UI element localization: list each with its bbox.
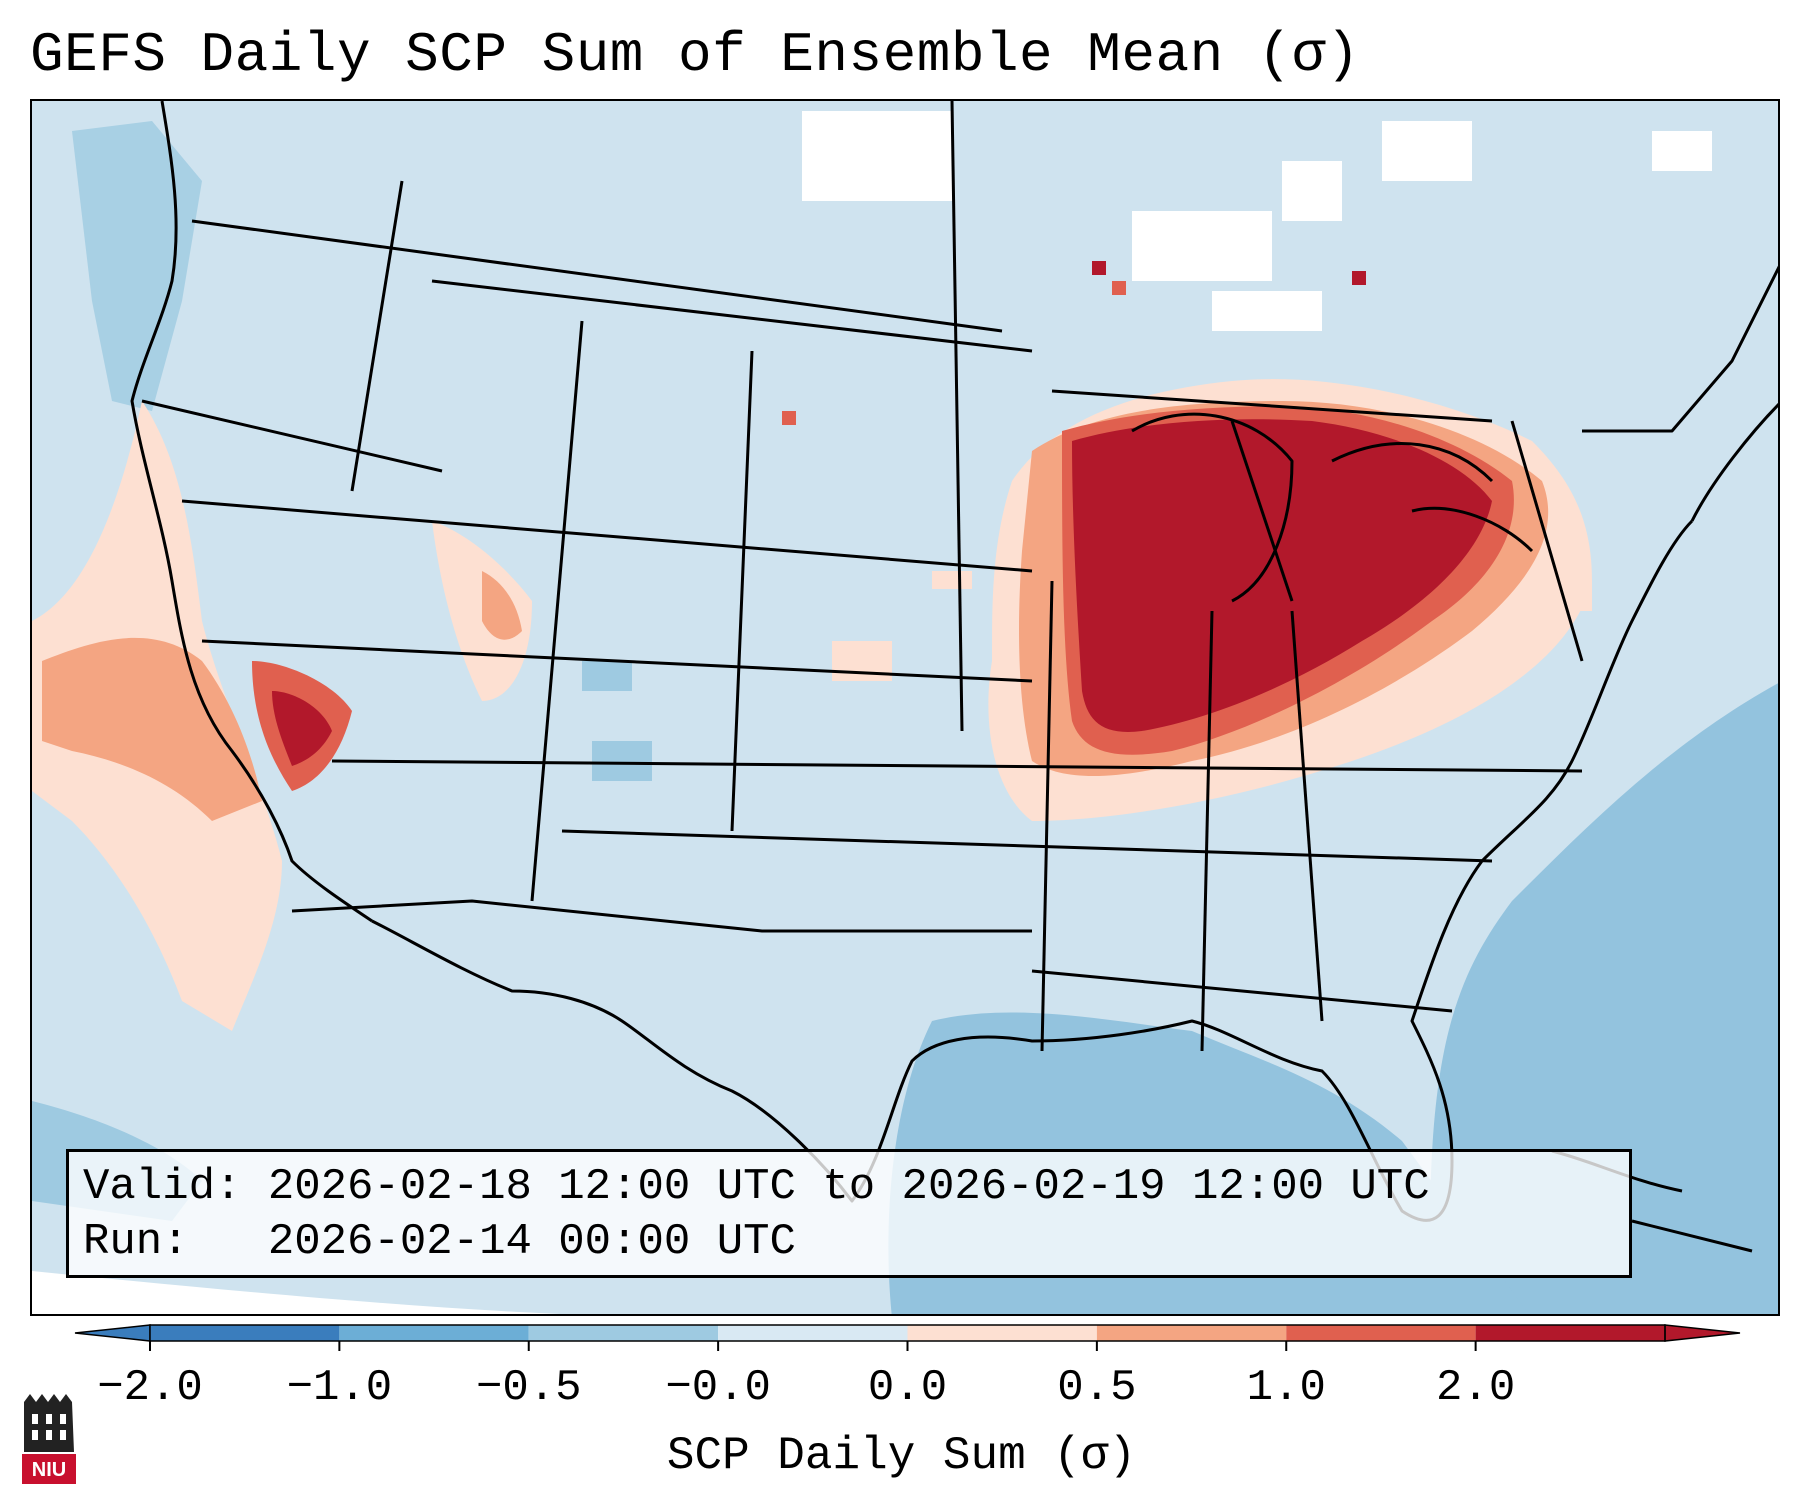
colorbar-segment [907,1325,1097,1341]
colorbar-segment [1286,1325,1476,1341]
map-canvas [32,101,1778,1314]
colorbar-tick-label: −0.5 [475,1363,582,1413]
colorbar-label: SCP Daily Sum (σ) [666,1430,1137,1482]
run-time-text: Run: 2026-02-14 00:00 UTC [83,1217,796,1267]
colorbar-tick-label: −0.0 [665,1363,771,1413]
colorbar-tick-label: 0.5 [1057,1363,1137,1413]
valid-time-text: Valid: 2026-02-18 12:00 UTC to 2026-02-1… [83,1162,1430,1212]
pacific-blue-patch-north [72,121,202,411]
colorbar-tick-label: 2.0 [1436,1363,1516,1413]
map-panel[interactable] [30,99,1780,1316]
near-zero-area [802,111,1712,331]
colorbar-segment [718,1325,908,1341]
colorbar-tick-label: 1.0 [1246,1363,1326,1413]
colorbar-tick-label: −1.0 [286,1363,393,1413]
colorbar-extend-low [74,1324,151,1342]
colorbar-outline [149,1324,1666,1342]
colorbar-segment [339,1325,529,1341]
colorbar-tick-label: 0.0 [867,1363,948,1413]
niu-logo: NIU [22,1394,76,1484]
coastlines-and-borders [130,101,1778,1253]
white-corner [32,1271,561,1314]
niu-logo-text: NIU [32,1459,66,1481]
validity-info-box: Valid: 2026-02-18 12:00 UTC to 2026-02-1… [66,1149,1632,1278]
colorbar-segment [1475,1325,1665,1341]
colorbar-segment [150,1325,340,1341]
map-title: GEFS Daily SCP Sum of Ensemble Mean (σ) [30,23,1361,87]
colorbar-extend-high [1664,1324,1741,1342]
colorbar-segment [1096,1325,1287,1341]
west-warm-anomaly [32,401,532,1031]
colorbar-segment [528,1325,719,1341]
colorbar-tick-label: −2.0 [97,1363,203,1413]
